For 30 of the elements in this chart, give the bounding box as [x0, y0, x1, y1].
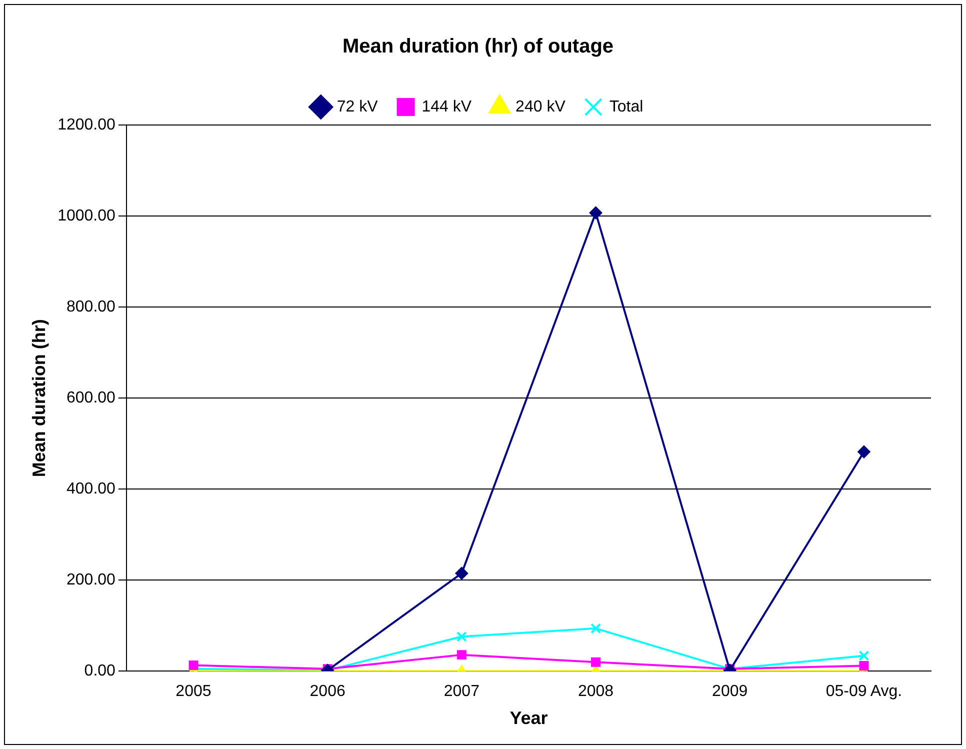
legend-label: 72 kV — [336, 98, 378, 116]
y-tick-label: 0.00 — [84, 662, 116, 680]
y-tick-label: 400.00 — [66, 480, 116, 498]
legend-label: 240 kV — [516, 98, 566, 116]
point — [857, 445, 870, 458]
point — [858, 650, 870, 661]
x-tick-label: 2009 — [712, 683, 748, 700]
x-axis-title: Year — [510, 708, 548, 728]
y-tick-label: 200.00 — [66, 572, 116, 589]
x-tick-label: 2006 — [310, 683, 346, 700]
point — [456, 650, 466, 660]
point — [589, 206, 602, 220]
point — [456, 631, 467, 642]
x-tick-label: 2008 — [578, 683, 614, 700]
point — [590, 623, 602, 634]
y-axis-title: Mean duration (hr) — [28, 319, 49, 478]
legend-label: 144 kV — [422, 98, 472, 116]
x-tick-label: 2007 — [444, 683, 480, 700]
point — [859, 660, 869, 670]
y-tick-label: 800.00 — [66, 298, 116, 316]
legend-label: Total — [609, 98, 644, 116]
y-tick-label: 1000.00 — [58, 207, 116, 224]
point — [591, 657, 601, 667]
point — [188, 660, 198, 670]
x-tick-label: 2005 — [176, 683, 212, 700]
y-tick-label: 600.00 — [66, 390, 116, 407]
x-tick-label: 05-09 Avg. — [826, 683, 902, 700]
y-tick-label: 1200.00 — [58, 116, 116, 134]
point — [455, 566, 468, 580]
chart-title: Mean duration (hr) of outage — [342, 36, 614, 58]
